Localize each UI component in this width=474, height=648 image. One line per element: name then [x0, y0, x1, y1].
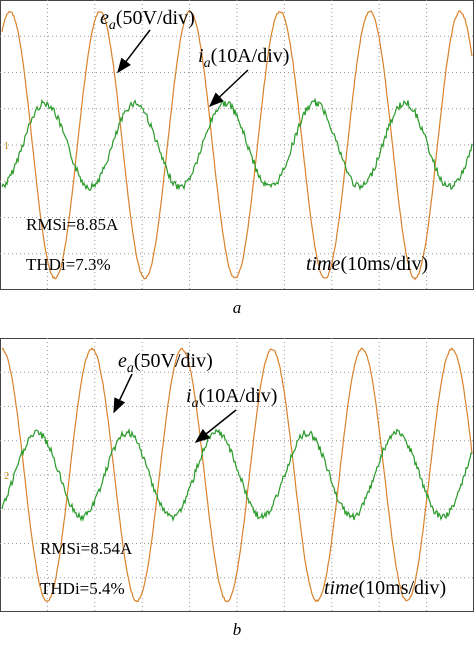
scale: (50V/div): [134, 350, 213, 372]
scale: (10A/div): [211, 45, 290, 67]
caption: a: [233, 298, 242, 317]
scale: (10A/div): [199, 385, 278, 407]
symbol: e: [118, 350, 127, 372]
waveform-label: time(10ms/div): [306, 253, 428, 275]
scale: (10ms/div): [340, 253, 428, 275]
scale: (50V/div): [116, 7, 195, 29]
symbol: i: [186, 385, 192, 407]
arrow: [194, 409, 237, 443]
current-waveform: [1, 427, 473, 522]
waveform-label: ea(50V/div): [118, 350, 213, 376]
symbol: i: [198, 45, 204, 67]
waveform-label: ia(10A/div): [186, 385, 277, 411]
panel: 2ea(50V/div)ia(10A/div)RMSi=8.54ATHDi=5.…: [0, 338, 474, 639]
waveform-label: ia(10A/div): [198, 45, 289, 71]
symbol: time: [324, 577, 359, 599]
channel-marker: 2: [4, 471, 9, 482]
channel-marker: 1: [4, 141, 9, 152]
voltage-waveform: [1, 10, 473, 281]
waveform-label: time(10ms/div): [324, 577, 446, 599]
voltage-waveform: [1, 347, 473, 603]
caption: b: [233, 620, 242, 639]
rms-label: RMSi=8.54A: [40, 539, 133, 558]
subscript: a: [109, 18, 116, 33]
thd-label: THDi=5.4%: [40, 579, 125, 598]
symbol: time: [306, 253, 341, 275]
current-waveform: [1, 97, 473, 192]
waveform-label: ea(50V/div): [100, 7, 195, 33]
thd-label: THDi=7.3%: [26, 255, 111, 274]
subscript: a: [192, 396, 199, 411]
subscript: a: [127, 361, 134, 376]
arrow: [208, 69, 249, 108]
scale: (10ms/div): [358, 577, 446, 599]
arrow: [113, 373, 133, 414]
rms-label: RMSi=8.85A: [26, 215, 119, 234]
arrow: [117, 29, 151, 74]
symbol: e: [100, 7, 109, 29]
panel: 1ea(50V/div)ia(10A/div)RMSi=8.85ATHDi=7.…: [0, 0, 474, 317]
subscript: a: [204, 56, 211, 71]
